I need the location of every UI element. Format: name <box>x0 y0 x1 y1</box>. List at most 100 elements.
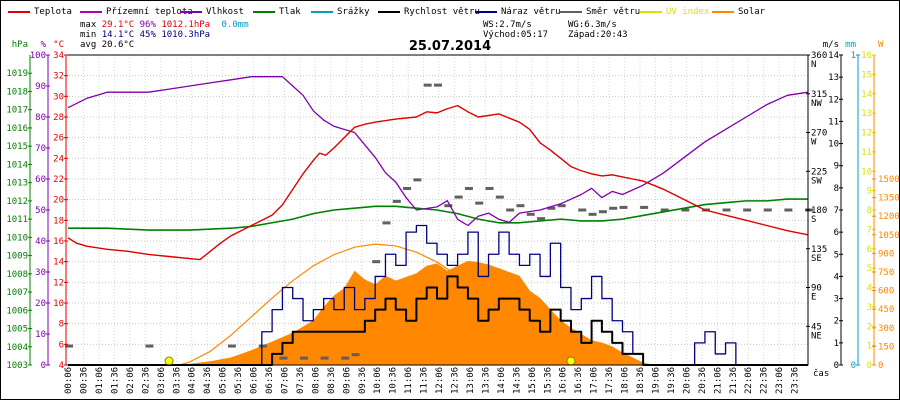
stats-min-temp: 14.1°C <box>101 30 135 40</box>
temperature-axis-tick-label-5: 14 <box>53 258 64 268</box>
wind-speed-axis-tick-label-1: 1 <box>834 339 839 349</box>
wind-direction-mark-23 <box>516 204 525 208</box>
temperature-axis-tick-label-4: 12 <box>53 278 64 288</box>
wind-direction-mark-9 <box>372 260 381 264</box>
axes-layer: 00:06 00:36 01:06 01:36 02:06 02:36 03:06 03:36… <box>6 40 899 394</box>
stats-min-hum: 45% <box>139 30 156 40</box>
legend-label-rychlost-vetru: Rychlost větru <box>404 7 480 17</box>
temperature-axis-tick-label-7: 18 <box>53 216 64 226</box>
legend-swatch-vlhkost <box>180 11 202 13</box>
x-tick-label-22: 11:06 <box>404 367 414 394</box>
wind-direction-mark-37 <box>722 208 731 212</box>
legend-swatch-rychlost-vetru <box>378 11 400 13</box>
rain-axis-title: mm <box>845 40 856 50</box>
uv-index-marker-0 <box>164 356 174 366</box>
wind-direction-mark-2 <box>227 344 236 348</box>
pressure-axis-tick-label-0: 1003 <box>6 361 28 371</box>
x-tick-label-46: 23:06 <box>775 367 785 394</box>
legend-label-solar: Solar <box>738 7 766 17</box>
wind-direction-axis-tick-label-4: 225 <box>811 167 827 177</box>
stats-max-press: 1012.1hPa <box>161 20 211 30</box>
pressure-axis-tick-label-15: 1018 <box>6 87 28 97</box>
sunrise: Východ:05:17 <box>483 30 549 40</box>
wind-direction-mark-1 <box>145 344 154 348</box>
legend-label-naraz-vetru: Náraz větru <box>501 7 561 17</box>
x-tick-label-18: 09:06 <box>342 367 352 394</box>
pressure-axis-tick-label-6: 1009 <box>6 252 28 262</box>
temperature-axis-tick-label-12: 28 <box>53 113 64 123</box>
legend-swatch-teplota <box>8 11 30 13</box>
wind-direction-mark-15 <box>434 83 442 87</box>
humidity-line <box>67 76 809 227</box>
pressure-axis-tick-label-4: 1007 <box>6 288 28 298</box>
x-axis-title: čas <box>813 368 829 379</box>
wind-speed-axis-tick-label-11: 11 <box>828 117 839 127</box>
x-tick-label-43: 21:36 <box>729 367 739 394</box>
humidity-axis-tick-label-1: 10 <box>35 330 46 340</box>
legend-swatch-solar <box>712 11 734 13</box>
solar-axis-tick-label-10: 1500 <box>878 175 900 185</box>
humidity-axis-tick-label-10: 100 <box>30 51 46 61</box>
temperature-axis-tick-label-9: 22 <box>53 175 64 185</box>
x-tick-label-9: 04:36 <box>203 367 213 394</box>
legend-label-tlak: Tlak <box>279 7 301 17</box>
temperature-axis-tick-label-1: 6 <box>59 340 64 350</box>
pressure-axis-tick-label-5: 1008 <box>6 270 28 280</box>
uv-axis-tick-label-5: 5 <box>867 264 872 274</box>
humidity-axis-tick-label-5: 50 <box>35 206 46 216</box>
wind-direction-axis-dir-label-7: N <box>811 60 816 70</box>
wind-direction-mark-21 <box>495 195 504 199</box>
uv-axis-tick-label-2: 2 <box>867 322 872 332</box>
rain-axis-tick-label-1: 1 <box>851 51 856 61</box>
uv-axis-tick-label-10: 10 <box>861 167 872 177</box>
stats-row-min: min 14.1°C 45% 1010.3hPa <box>80 30 210 40</box>
pressure-axis-tick-label-9: 1012 <box>6 197 28 207</box>
x-tick-label-28: 14:06 <box>497 367 507 394</box>
legend-swatch-smer-vetru <box>560 11 582 13</box>
legend-label-prizemni-teplota: Přízemní teplota <box>106 7 193 17</box>
uv-index-marker-1 <box>566 356 576 366</box>
wind-direction-mark-32 <box>619 205 628 209</box>
wind-direction-axis-tick-label-7: 360 <box>811 51 827 61</box>
x-tick-label-0: 00:06 <box>64 367 74 394</box>
humidity-axis-tick-label-7: 70 <box>35 144 46 154</box>
wind-direction-axis-tick-label-2: 135 <box>811 245 827 255</box>
uv-axis-tick-label-11: 11 <box>861 148 872 158</box>
wind-speed-axis-tick-label-9: 9 <box>834 162 839 172</box>
temperature-axis-tick-label-14: 32 <box>53 72 64 82</box>
wind-speed-axis-tick-label-2: 2 <box>834 317 839 327</box>
wind-direction-mark-25 <box>537 217 546 221</box>
pressure-axis-tick-label-16: 1019 <box>6 69 28 79</box>
x-tick-label-34: 17:06 <box>590 367 600 394</box>
temperature-axis-tick-label-11: 26 <box>53 134 64 144</box>
x-tick-label-17: 08:36 <box>327 367 337 394</box>
wind-speed-axis-tick-label-5: 5 <box>834 250 839 260</box>
wind-direction-mark-6 <box>320 356 329 360</box>
wind-direction-mark-40 <box>784 208 793 212</box>
temperature-axis-tick-label-13: 30 <box>53 92 64 102</box>
legend-label-teplota: Teplota <box>34 7 72 17</box>
x-tick-label-5: 02:36 <box>141 367 151 394</box>
wind-direction-mark-13 <box>413 178 422 182</box>
x-tick-label-23: 11:36 <box>420 367 430 394</box>
solar-axis-tick-label-1: 150 <box>878 342 894 352</box>
uv-axis-tick-label-9: 9 <box>867 187 872 197</box>
wind-direction-mark-0 <box>65 344 74 348</box>
pressure-axis-tick-label-3: 1006 <box>6 306 28 316</box>
wind-direction-axis-dir-label-0: NE <box>811 331 822 341</box>
wind-direction-mark-14 <box>423 83 432 87</box>
wind-direction-mark-29 <box>588 212 597 216</box>
uv-axis-tick-label-14: 14 <box>861 90 872 100</box>
wind-direction-mark-34 <box>660 208 669 212</box>
wind-direction-mark-17 <box>454 195 463 199</box>
wind-direction-mark-22 <box>506 208 515 212</box>
wind-speed-axis-tick-label-10: 10 <box>828 140 839 150</box>
pressure-line <box>68 198 808 231</box>
humidity-axis-tick-label-2: 20 <box>35 299 46 309</box>
solar-layer <box>68 243 809 366</box>
wind-speed-avg: WS:2.7m/s <box>483 20 532 30</box>
rain-axis-tick-label-0: 0 <box>851 361 856 371</box>
x-tick-label-14: 07:06 <box>280 367 290 394</box>
solar-axis-tick-label-9: 1350 <box>878 194 900 204</box>
